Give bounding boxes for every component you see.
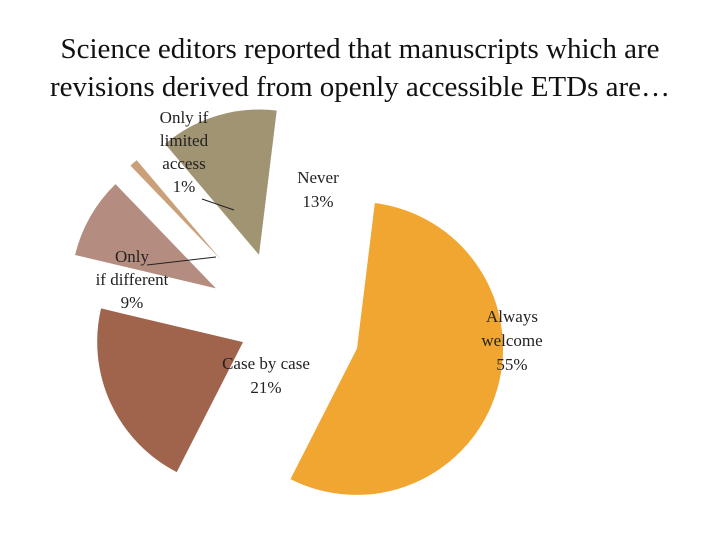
slice-value-label: 55% [496, 355, 527, 374]
slice-value-label: 21% [250, 378, 281, 397]
slice-value-label: 1% [173, 177, 196, 196]
leader-line [201, 198, 235, 211]
slice-category-label: Case by case [222, 354, 310, 373]
slice-category-label: limited [160, 131, 209, 150]
slice-category-label: welcome [481, 331, 542, 350]
slice-category-label: access [162, 154, 205, 173]
slice-category-label: Only if [160, 108, 209, 127]
chart-title-line-1: Science editors reported that manuscript… [60, 33, 660, 65]
slice-category-label: Always [486, 307, 538, 326]
pie-slice-never [163, 108, 278, 258]
slice-category-label: Only [115, 247, 150, 266]
pie-slice-always-welcome [289, 201, 504, 496]
slice-label: Only if different 9% [96, 247, 169, 312]
slice-label: Never 13% [297, 168, 339, 211]
pie-slices [73, 108, 504, 496]
pie-slice-only-if-limited-access [129, 158, 233, 272]
pie-slice-case-by-case [96, 307, 245, 474]
slice-category-label: Never [297, 168, 339, 187]
slice-category-label: if different [96, 270, 169, 289]
slice-label: Case by case 21% [222, 354, 310, 397]
slice-labels: Always welcome 55% Case by case 21% Only if di… [96, 108, 543, 397]
chart-title-line-2: revisions derived from openly accessible… [49, 71, 671, 103]
pie-slice-only-if-different [73, 182, 220, 291]
slice-value-label: 9% [121, 293, 144, 312]
slice-label: Only if limited access 1% [160, 108, 209, 196]
leader-line [146, 256, 217, 266]
leader-lines [146, 198, 235, 266]
chart-title: Science editors reported that manuscript… [0, 30, 720, 106]
slice-value-label: 13% [302, 192, 333, 211]
slice-label: Always welcome 55% [481, 307, 542, 374]
